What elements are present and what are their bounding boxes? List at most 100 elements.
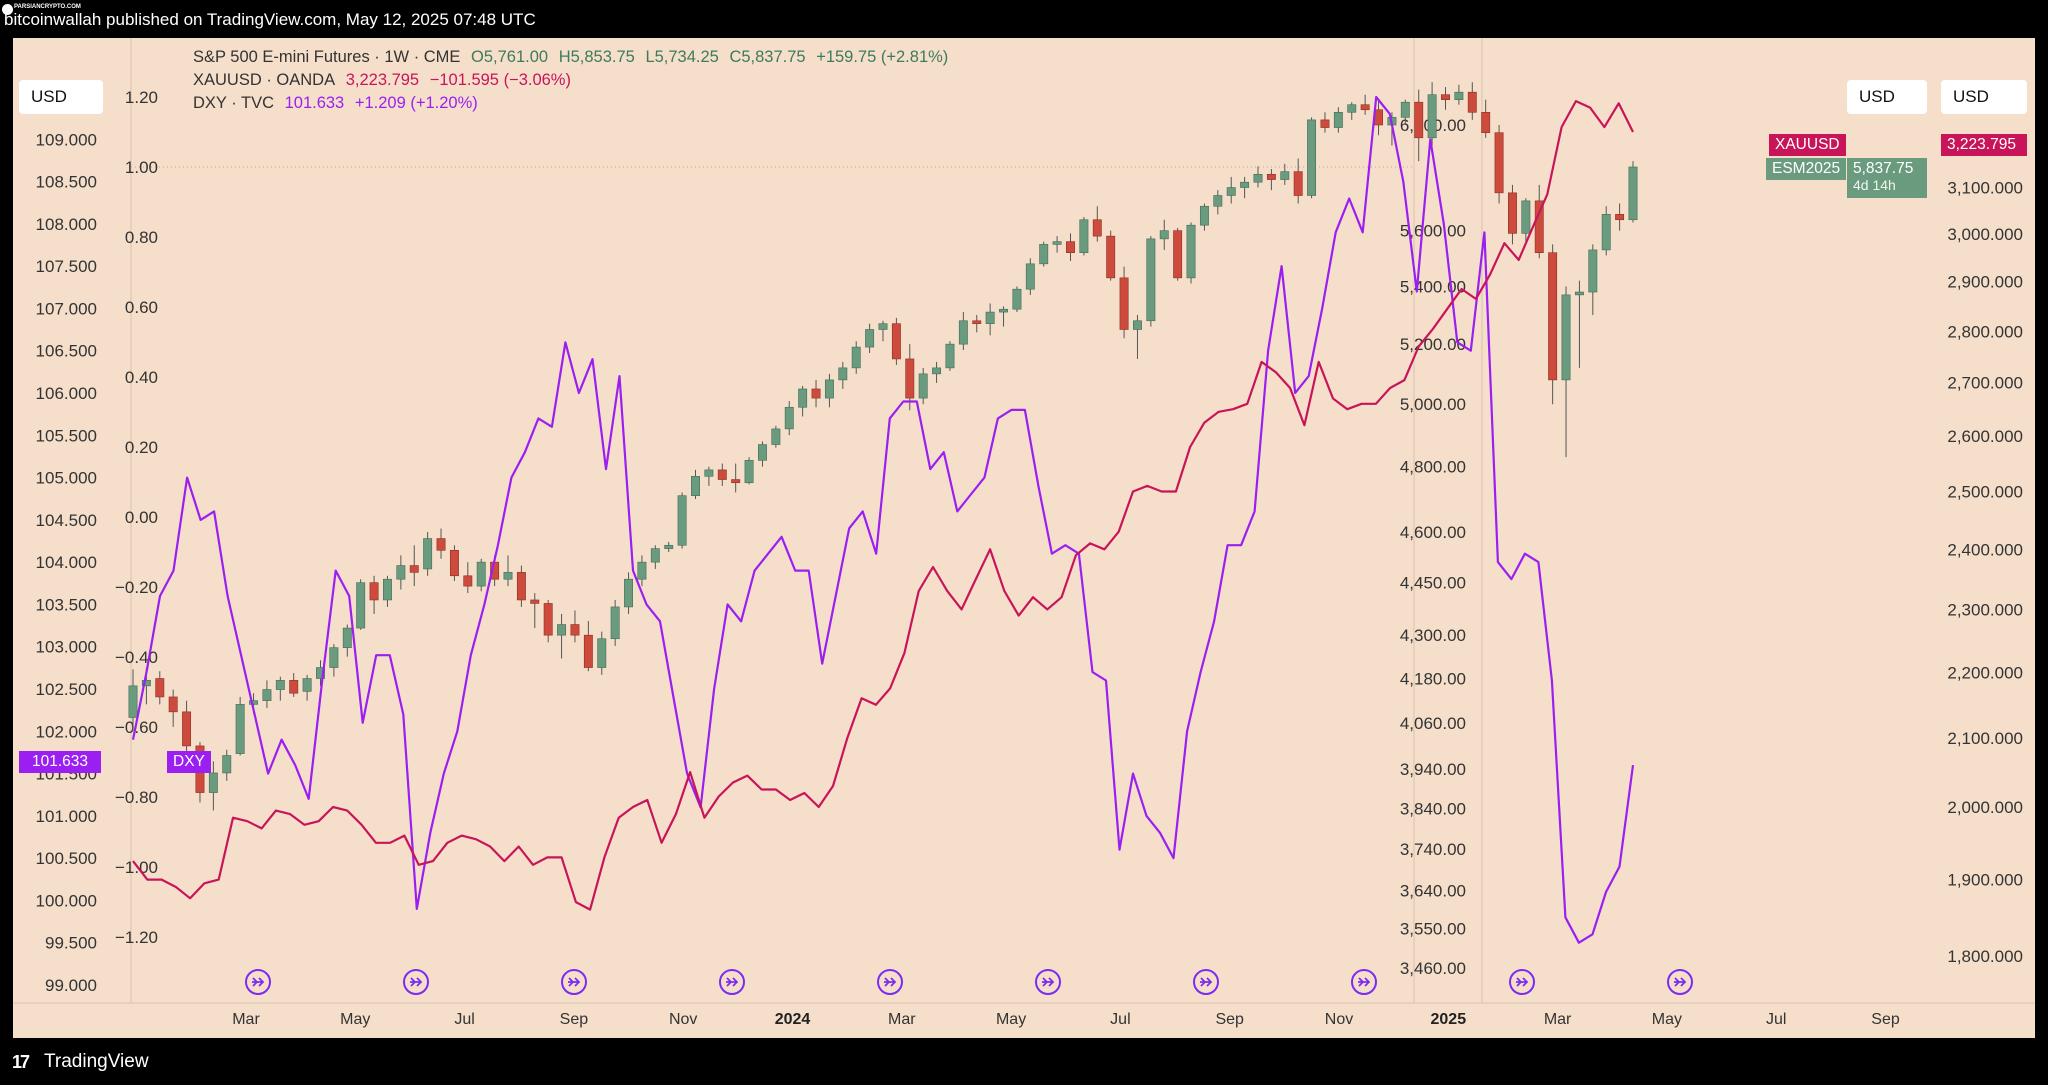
es-candle [624, 572, 633, 614]
chart-canvas[interactable]: 109.500109.000108.500108.000107.500107.0… [13, 38, 2035, 1038]
es-candle [436, 528, 446, 559]
es-candle [1173, 227, 1183, 281]
event-marker-icon [403, 969, 429, 995]
candle-down [1494, 132, 1504, 194]
es-countdown: 4d 14h [1853, 177, 1896, 193]
time-axis-tick: Mar [232, 1011, 260, 1028]
candle-up [342, 627, 352, 648]
legend-es-change: +159.75 (+2.81%) [816, 48, 949, 66]
event-marker-arrow [568, 977, 581, 987]
es-candle [1414, 89, 1424, 162]
candle-up [262, 689, 272, 701]
es-candle [824, 373, 834, 408]
time-axis-tick: Nov [669, 1011, 697, 1028]
candle-up [1333, 111, 1343, 128]
es-candle [1226, 176, 1236, 204]
event-marker-ring [1509, 969, 1535, 995]
es-candle [543, 599, 553, 643]
es-candle [972, 314, 982, 333]
es-candle [369, 575, 379, 614]
candle-down [1106, 235, 1116, 279]
es-candle [1240, 176, 1250, 199]
es-candle [128, 669, 138, 731]
candle-up [235, 704, 245, 754]
es-candle [1119, 266, 1129, 339]
time-axis-tick: Sep [1871, 1011, 1900, 1028]
time-axis-tick: Mar [888, 1011, 916, 1028]
candle-up [249, 700, 258, 705]
event-marker-icon [245, 969, 271, 995]
candle-down [516, 572, 526, 601]
candle-up [1052, 241, 1062, 245]
es-candle [932, 361, 942, 383]
candle-down [1481, 111, 1491, 133]
es-candle [1039, 241, 1049, 267]
es-candle [396, 555, 406, 590]
candle-down [463, 575, 473, 587]
es-currency-box[interactable]: USD [1847, 80, 1927, 114]
candle-up [624, 578, 633, 608]
es-candle [1159, 219, 1169, 250]
es-candle [476, 558, 486, 592]
legend-es[interactable]: S&P 500 E-mini Futures · 1W · CME O5,761… [193, 48, 954, 67]
candle-up [985, 311, 995, 324]
legend-dxy[interactable]: DXY · TVC 101.633 +1.209 (+1.20%) [193, 94, 484, 113]
es-axis-tick: 4,300.00 [1400, 626, 1466, 645]
left-currency-box[interactable]: USD [19, 80, 103, 114]
es-candle [1548, 244, 1558, 405]
candle-up [1039, 244, 1049, 265]
legend-dxy-title: DXY · TVC [193, 94, 274, 112]
es-candle [342, 624, 352, 657]
es-candle [891, 317, 901, 365]
dxy-series-tag: DXY [167, 751, 211, 773]
es-candle [1534, 184, 1544, 259]
x-axis-ticks: Mar May Jul Sep Nov 2024 Mar May Jul Sep Nov 2025 Ma… [232, 1011, 1900, 1028]
es-axis-tick: 5,400.00 [1400, 277, 1466, 296]
es-candle [878, 320, 888, 342]
candle-up [476, 561, 486, 587]
candle-down [1119, 277, 1129, 330]
event-marker-arrow [1042, 977, 1055, 987]
candle-up [503, 572, 513, 580]
left-axis-tick: 102.500 [36, 680, 97, 699]
left-axis-tick: 105.000 [36, 469, 97, 488]
es-candle [1280, 163, 1290, 185]
candle-up [1240, 181, 1250, 188]
event-marker-arrow [1358, 977, 1371, 987]
es-candle [1025, 258, 1035, 295]
candle-up [744, 460, 754, 484]
legend-dxy-change: +1.209 (+1.20%) [354, 94, 478, 112]
es-axis-tick: 3,840.00 [1400, 799, 1466, 818]
candle-down [570, 624, 580, 636]
candle-down [530, 599, 540, 604]
site-logo-text: PARSIANCRYPTO.COM [14, 4, 81, 10]
es-candle [677, 492, 687, 549]
es-candle [449, 545, 459, 581]
candle-up [1199, 205, 1209, 226]
candle-up [1574, 291, 1584, 296]
left-axis-tick: 107.000 [36, 299, 97, 318]
candle-up [932, 367, 942, 375]
es-axis-tick: 5,600.00 [1400, 222, 1466, 241]
candle-down [1092, 219, 1102, 237]
xau-currency-box[interactable]: USD [1941, 80, 2027, 114]
xau-axis-tick: 2,700.000 [1947, 374, 2023, 393]
es-candle [851, 341, 861, 374]
series-lines [131, 95, 1635, 944]
es-candle [1320, 112, 1330, 133]
candle-up [771, 428, 781, 445]
tradingview-logo-icon: 17 [12, 1052, 30, 1072]
es-last-price-tag: 5,837.75 4d 14h [1847, 158, 1927, 198]
candle-up [1253, 173, 1263, 183]
xau-axis-tick: 2,100.000 [1947, 729, 2023, 748]
tradingview-brand: TradingView [44, 1051, 149, 1072]
legend-xau[interactable]: XAUUSD · OANDA 3,223.795 −101.595 (−3.06… [193, 71, 577, 90]
candle-down [1320, 119, 1330, 128]
chart-area[interactable]: 109.500109.000108.500108.000107.500107.0… [13, 38, 2035, 1065]
candle-up [865, 329, 875, 348]
time-axis-tick: 2024 [775, 1011, 811, 1028]
candle-down [583, 634, 593, 668]
es-candle [1508, 184, 1517, 245]
left-axis-tick: 103.500 [36, 595, 97, 614]
es-candle [958, 312, 968, 351]
